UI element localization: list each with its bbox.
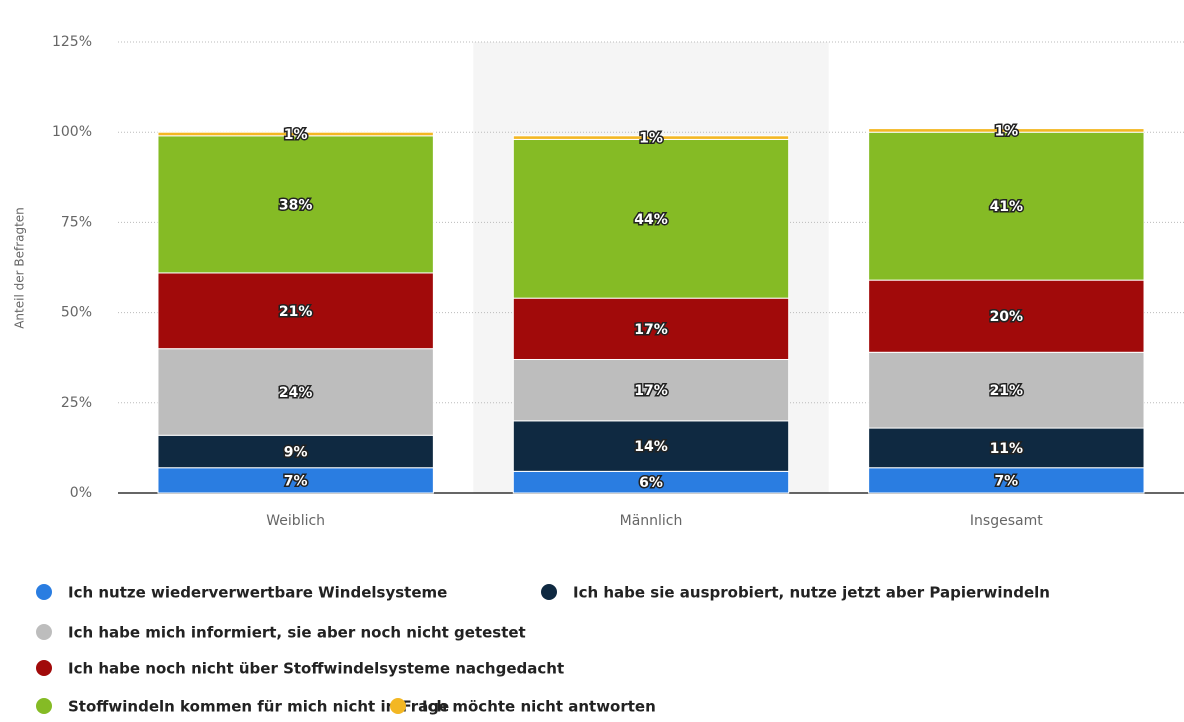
value-label: 44% [634,212,668,228]
value-label: 11% [990,441,1024,457]
legend-label: Ich habe sie ausprobiert, nutze jetzt ab… [573,584,1050,602]
value-label: 21% [279,304,313,320]
legend-marker [36,584,52,600]
bar-segment [157,135,434,274]
bar-segment [868,467,1145,494]
legend-label: Ich nutze wiederverwertbare Windelsystem… [68,584,447,602]
value-label: 21% [990,383,1024,399]
value-label: 20% [990,309,1024,325]
value-label: 38% [279,197,313,213]
value-label: 1% [284,127,308,143]
value-label: 7% [284,473,308,489]
legend-marker [36,698,52,714]
legend-marker [541,584,557,600]
value-label: 6% [639,475,663,491]
bar-segment [512,135,790,140]
y-axis-label: Anteil der Befragten [13,207,27,329]
legend-marker [36,660,52,676]
bar-segment [868,131,1145,281]
value-label: 17% [634,322,668,338]
value-label: 41% [990,199,1024,215]
value-label: 24% [279,385,313,401]
value-label: 14% [634,439,668,455]
x-tick-label: Weiblich [266,513,325,529]
value-label: 1% [639,131,663,147]
bar-segment [868,279,1145,353]
y-tick-label: 0% [70,485,92,501]
legend-label: Ich möchte nicht antworten [422,698,656,716]
y-tick-label: 100% [52,124,92,140]
bar-segment [157,272,434,350]
y-tick-label: 125% [52,34,92,50]
legend-marker [36,624,52,640]
bar-segment [512,359,790,422]
legend-label: Stoffwindeln kommen für mich nicht in Fr… [68,698,449,716]
value-label: 7% [994,473,1018,489]
value-label: 9% [284,445,308,461]
bar-segment [157,434,434,469]
y-tick-label: 75% [61,214,92,230]
bar-segment [512,420,790,472]
value-label: 1% [994,123,1018,139]
value-label: 17% [634,383,668,399]
bar-segment [868,427,1145,469]
x-tick-label: Insgesamt [970,513,1043,529]
legend-label: Ich habe mich informiert, sie aber noch … [68,624,526,642]
y-tick-label: 25% [61,395,92,411]
legend-label: Ich habe noch nicht über Stoffwindelsyst… [68,660,564,678]
y-tick-label: 50% [61,305,92,321]
bar-segment [868,128,1145,133]
bar-segment [868,351,1145,429]
bar-segment [157,131,434,137]
legend-marker [390,698,406,714]
bar-segment [512,297,790,361]
bar-segment [157,348,434,436]
x-tick-label: Männlich [620,513,683,529]
